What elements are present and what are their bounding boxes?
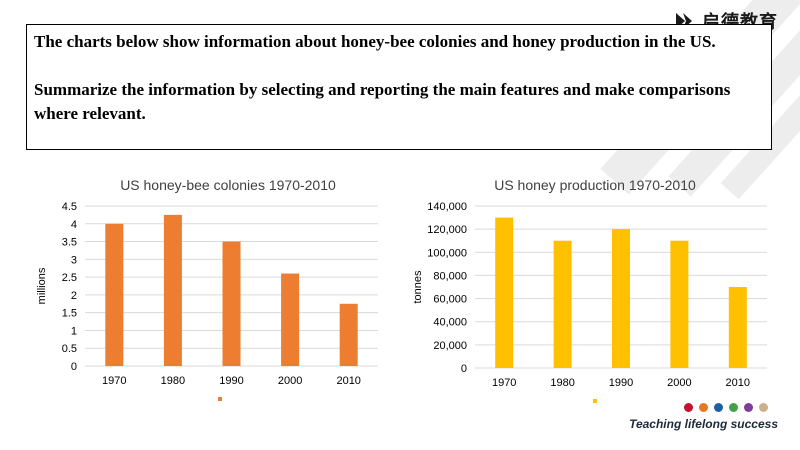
bar	[281, 273, 300, 366]
y-tick-label: 1.5	[62, 308, 77, 320]
y-tick-label: 2.5	[62, 272, 77, 284]
x-tick-label: 1970	[102, 375, 126, 387]
y-tick-label: 2	[71, 290, 77, 302]
brand-dot	[744, 403, 753, 412]
legend-marker	[593, 399, 597, 403]
bar	[670, 240, 689, 368]
y-tick-label: 3	[71, 254, 77, 266]
y-tick-label: 60,000	[433, 294, 467, 306]
bar	[105, 223, 124, 366]
prompt-line-2: Summarize the information by selecting a…	[34, 80, 731, 123]
colonies-chart: US honey-bee colonies 1970-2010 millions 0…	[30, 170, 390, 410]
y-tick-label: 0	[71, 361, 77, 373]
y-tick-label: 100,000	[427, 247, 467, 259]
brand-dot	[714, 403, 723, 412]
prompt-line-1: The charts below show information about …	[34, 32, 716, 51]
bar	[339, 303, 358, 366]
bar	[222, 241, 241, 366]
bar	[612, 229, 630, 368]
brand-dots	[684, 403, 768, 412]
x-tick-label: 1980	[550, 377, 574, 389]
y-axis-label: tonnes	[412, 270, 424, 304]
x-tick-label: 2000	[278, 375, 302, 387]
x-tick-label: 1970	[492, 377, 516, 389]
x-tick-label: 2010	[726, 377, 750, 389]
y-tick-label: 20,000	[433, 340, 467, 352]
y-tick-label: 4	[71, 219, 77, 231]
y-axis-label: millions	[36, 267, 48, 304]
x-tick-label: 1990	[609, 377, 633, 389]
y-tick-label: 1	[71, 325, 77, 337]
bar	[553, 240, 572, 368]
x-tick-label: 1990	[219, 375, 243, 387]
x-tick-label: 2010	[336, 375, 360, 387]
production-chart: US honey production 1970-2010 tonnes 0 20,0…	[405, 170, 785, 410]
y-tick-label: 0.5	[62, 343, 77, 355]
y-tick-label: 140,000	[427, 201, 467, 213]
production-chart-svg: US honey production 1970-2010 tonnes 0 20,0…	[412, 177, 767, 403]
legend-marker	[218, 397, 222, 401]
y-tick-label: 80,000	[433, 270, 467, 282]
task-prompt-box: The charts below show information about …	[26, 24, 772, 150]
colonies-chart-svg: US honey-bee colonies 1970-2010 millions 0…	[36, 177, 378, 401]
chart-title: US honey-bee colonies 1970-2010	[120, 177, 336, 193]
chart-title: US honey production 1970-2010	[494, 177, 696, 193]
y-tick-label: 40,000	[433, 317, 467, 329]
tagline: Teaching lifelong success	[629, 417, 778, 431]
bar	[495, 217, 514, 368]
y-tick-label: 120,000	[427, 224, 467, 236]
bar	[163, 214, 182, 366]
brand-dot	[699, 403, 708, 412]
y-tick-label: 3.5	[62, 237, 77, 249]
bar	[728, 287, 747, 368]
brand-dot	[729, 403, 738, 412]
x-tick-label: 2000	[667, 377, 691, 389]
y-tick-label: 4.5	[62, 201, 77, 213]
brand-dot	[759, 403, 768, 412]
brand-dot	[684, 403, 693, 412]
y-tick-label: 0	[461, 363, 467, 375]
x-tick-label: 1980	[161, 375, 185, 387]
